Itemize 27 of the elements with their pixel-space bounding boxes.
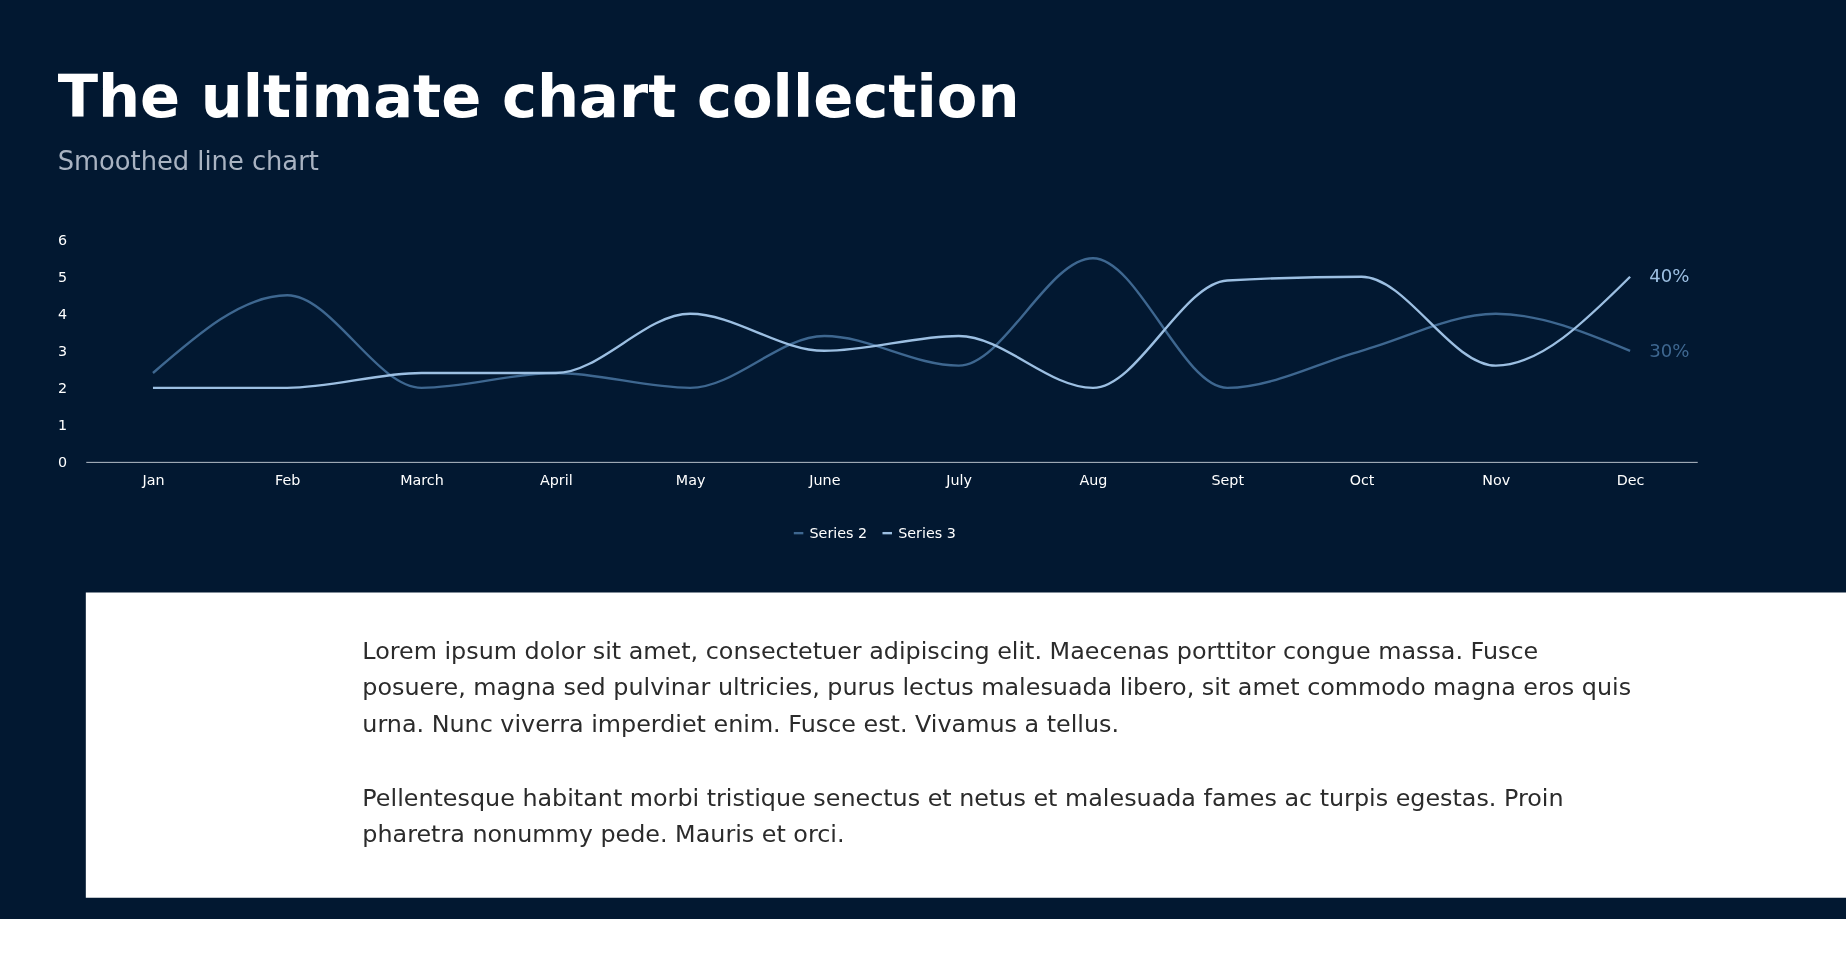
x-tick-label: Nov <box>1482 472 1511 489</box>
y-tick-label: 1 <box>58 417 68 434</box>
y-tick-label: 3 <box>58 343 68 360</box>
annotation: 30% <box>1649 339 1690 361</box>
chart-subtitle: Smoothed line chart <box>57 146 319 177</box>
text: Pellentesque habitant morbi tristique senectus et netus et malesuada fames ac turpis egestas. Proin pharetra nonummy pede. Mauris et orci. <box>362 784 1564 849</box>
y-tick-label: 6 <box>58 231 68 248</box>
x-tick-label: Aug <box>1079 472 1108 489</box>
chart-title: The ultimate chart collection <box>57 61 1020 131</box>
x-tick-label: March <box>400 472 444 489</box>
y-tick-label: 5 <box>58 268 68 285</box>
x-tick-label: April <box>539 472 573 489</box>
y-tick-label: 2 <box>58 380 68 397</box>
x-tick-label: June <box>808 472 841 489</box>
legend-label: Series 3 <box>898 524 956 541</box>
x-tick-label: Dec <box>1616 472 1645 489</box>
x-tick-label: Sept <box>1211 472 1245 489</box>
x-tick-label: Jan <box>141 472 165 489</box>
x-tick-label: July <box>945 472 973 489</box>
x-tick-label: Feb <box>275 472 301 489</box>
legend-label: Series 2 <box>809 524 868 541</box>
annotation: 40% <box>1649 265 1690 287</box>
x-tick-label: May <box>675 472 706 489</box>
x-tick-label: Oct <box>1349 472 1375 489</box>
y-tick-label: 4 <box>58 306 68 323</box>
y-tick-label: 0 <box>58 454 68 471</box>
text: Lorem ipsum dolor sit amet, consectetuer adipiscing elit. Maecenas porttitor congue massa. Fusce posuere, magna sed pulvinar ultricies, purus lectus malesuada libero, sit amet commodo magna eros quis urna. Nunc viverra imperdiet enim. Fusce est. Vivamus a tellus. <box>362 637 1632 738</box>
